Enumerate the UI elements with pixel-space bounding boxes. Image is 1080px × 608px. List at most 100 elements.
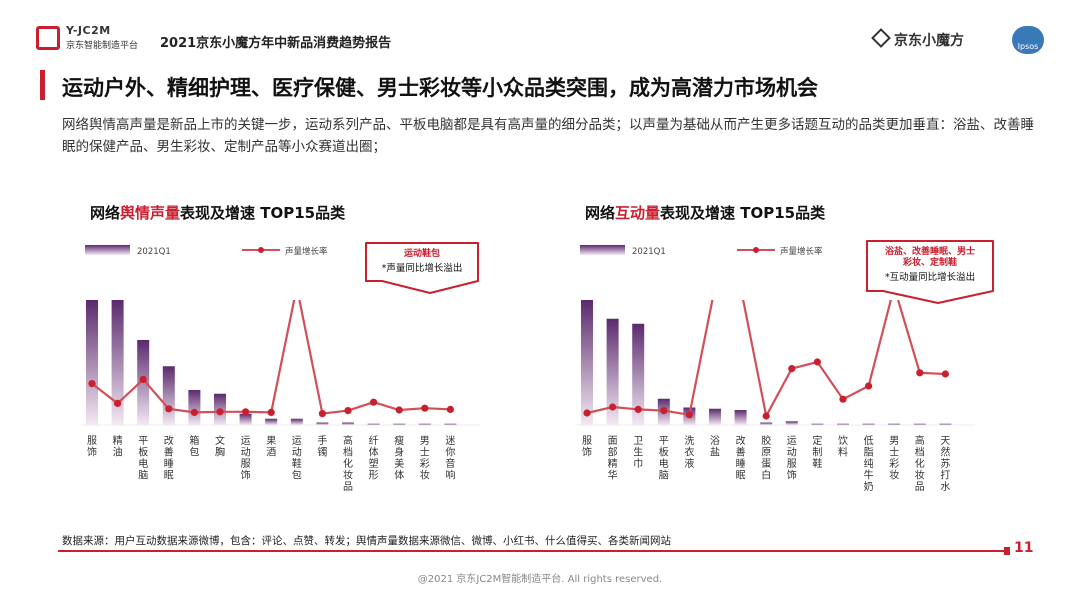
svg-text:包: 包 [292,469,302,482]
report-title: 2021京东小魔方年中新品消费趋势报告 [160,36,392,51]
legend-label-line: 声量增长率 [285,246,328,257]
category-label-箱包: 箱包 [189,434,199,459]
svg-text:男: 男 [420,435,430,447]
growth-point-高档化妆品 [344,407,352,415]
growth-point-服饰 [583,409,591,417]
callout-title: 彩妆、定制鞋 [902,256,957,268]
growth-point-卫生巾 [634,405,642,413]
growth-point-面部精华 [609,403,617,411]
bar-卫生巾 [632,323,645,425]
copyright: @2021 京东JC2M智能制造平台. All rights reserved. [417,574,663,585]
svg-text:液: 液 [684,457,694,470]
category-label-服饰: 服饰 [87,435,97,459]
svg-text:巾: 巾 [633,457,643,470]
svg-text:纤: 纤 [369,434,379,447]
svg-text:板: 板 [659,446,669,459]
svg-text:衣: 衣 [684,446,694,459]
bar-改善睡眠 [162,366,175,425]
svg-text:眠: 眠 [164,470,174,482]
svg-text:睡: 睡 [164,457,174,470]
svg-text:运: 运 [292,435,302,447]
growth-point-天然苏打水 [941,370,949,378]
right-chart: 2021Q1 声量增长率服饰面部精华卫生巾平板电脑洗衣液浴盐改善睡眠胶原蛋白运动服… [575,240,994,493]
callout-note: *互动量同比增长溢出 [885,271,975,283]
bar-运动服饰 [785,421,798,425]
category-label-平板电脑: 平板电脑 [659,436,669,482]
svg-text:眠: 眠 [736,470,746,482]
svg-text:平: 平 [659,436,669,447]
growth-point-平板电脑 [660,407,668,415]
callout-title: 浴盐、改善睡眠、男士 [885,245,975,257]
svg-text:形: 形 [369,470,379,482]
svg-text:酒: 酒 [266,447,276,459]
growth-point-胶原蛋白 [762,412,770,420]
svg-text:精: 精 [113,434,123,447]
svg-text:白: 白 [761,469,771,482]
svg-text:化: 化 [915,457,925,470]
data-source-note: 数据来源：用户互动数据来源微博，包含：评论、点赞、转发；舆情声量数据来源微信、微… [62,535,671,547]
svg-text:低: 低 [864,434,874,447]
svg-text:化: 化 [343,457,353,470]
logo-name: Y-JC2M [66,24,111,37]
svg-text:纯: 纯 [864,457,874,470]
svg-text:平: 平 [138,436,148,447]
left-chart: 2021Q1 声量增长率服饰精油平板电脑改善睡眠箱包文胸运动服饰果酒运动鞋包手镯高… [80,242,480,493]
svg-text:服: 服 [241,458,251,470]
svg-text:饰: 饰 [582,446,592,459]
category-label-男士彩妆: 男士彩妆 [889,435,899,482]
svg-text:服: 服 [582,435,592,447]
growth-point-果酒 [267,408,275,416]
bar-迷你音响 [444,423,457,425]
svg-text:电: 电 [659,457,669,470]
svg-text:油: 油 [113,446,123,459]
svg-text:脂: 脂 [864,446,874,459]
svg-text:身: 身 [394,446,404,459]
svg-text:美: 美 [394,457,404,470]
svg-text:妆: 妆 [343,469,353,482]
svg-text:运: 运 [241,435,251,447]
svg-text:天: 天 [940,436,950,447]
svg-text:彩: 彩 [889,458,899,470]
svg-text:善: 善 [736,446,746,459]
bar-定制鞋 [811,423,824,425]
svg-text:脑: 脑 [659,469,669,482]
jd-cube-icon [871,28,891,48]
svg-text:运: 运 [787,435,797,447]
page-headline: 运动户外、精细护理、医疗保健、男士彩妆等小众品类突围，成为高潜力市场机会 [62,76,818,100]
svg-text:动: 动 [787,447,797,459]
logo-subtitle: 京东智能制造平台 [66,41,139,51]
svg-text:料: 料 [838,446,848,459]
page-number: 11 [1014,540,1034,556]
overflow-callout: 运动鞋包 *声量同比增长溢出 [365,242,479,294]
bar-高档化妆品 [342,422,354,425]
bar-改善睡眠 [734,410,747,425]
category-label-平板电脑: 平板电脑 [138,436,148,482]
svg-text:面: 面 [608,436,618,447]
svg-text:瘦: 瘦 [394,434,404,447]
svg-text:改: 改 [736,434,746,447]
svg-text:制: 制 [812,446,822,459]
bar-饮料 [837,423,849,425]
svg-text:档: 档 [915,446,925,459]
bar-运动鞋包 [290,418,303,425]
svg-text:睡: 睡 [736,457,746,470]
svg-text:动: 动 [292,447,302,459]
svg-text:原: 原 [761,447,771,459]
category-label-改善睡眠: 改善睡眠 [164,434,174,482]
category-label-运动鞋包: 运动鞋包 [292,435,302,482]
svg-text:浴: 浴 [710,435,720,447]
bar-服饰 [86,300,98,425]
footer-divider [58,550,1008,552]
svg-text:奶: 奶 [864,481,874,493]
svg-text:文: 文 [215,434,225,447]
bar-服饰 [581,300,593,425]
legend-label-line: 声量增长率 [780,246,823,257]
bar-男士彩妆 [418,423,431,425]
legend-label-bars: 2021Q1 [632,247,666,257]
right-chart-title: 网络互动量表现及增速 TOP15品类 [585,204,826,222]
